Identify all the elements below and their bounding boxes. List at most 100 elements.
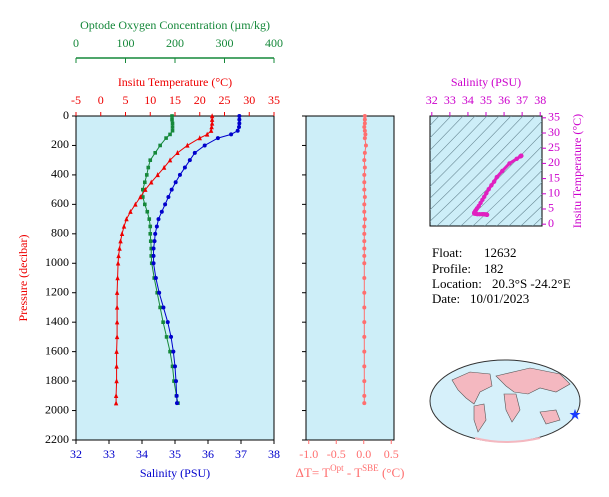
data-point <box>362 334 367 339</box>
y-tick-label: 2000 <box>45 402 69 416</box>
data-point <box>118 238 123 244</box>
world-map <box>429 359 581 443</box>
data-point <box>362 195 367 199</box>
x-axis-title-part: ΔT= T <box>296 465 331 480</box>
data-point <box>171 349 176 354</box>
data-point <box>143 186 148 192</box>
data-point <box>363 143 368 148</box>
x-tick-label: 36 <box>498 93 510 107</box>
density-contour <box>496 182 542 226</box>
data-point <box>237 125 242 130</box>
data-point <box>124 216 129 222</box>
info-value: 12632 <box>484 245 517 260</box>
data-point <box>158 305 162 310</box>
x-tick-label: 33 <box>444 93 456 107</box>
x-tick-label: 32 <box>70 447 82 461</box>
x-tick-label: 34 <box>136 447 148 461</box>
data-point <box>362 165 367 170</box>
data-point <box>154 224 159 229</box>
data-point <box>114 348 119 354</box>
x-tick-label: -1.0 <box>299 447 318 461</box>
data-point <box>362 121 367 126</box>
x-axis-title-part: Opt <box>330 463 344 473</box>
map-land <box>474 437 541 443</box>
data-point <box>155 172 160 178</box>
data-point <box>151 261 156 266</box>
x-tick-label: 5 <box>123 93 129 107</box>
ts-point <box>514 156 519 162</box>
series <box>151 114 242 406</box>
data-point <box>237 114 242 118</box>
info-value: 20.3°S -24.2°E <box>492 276 571 291</box>
x-axis-title: Salinity (PSU) <box>140 466 210 480</box>
data-point <box>362 320 367 325</box>
data-point <box>209 113 215 119</box>
info-label: Profile: <box>432 261 471 276</box>
data-point <box>143 180 147 185</box>
x-tick-label: 34 <box>462 93 474 107</box>
x-tick-label: 0.0 <box>356 447 371 461</box>
density-contour <box>430 116 488 175</box>
data-point <box>187 158 192 163</box>
map-land <box>495 367 571 395</box>
y-tick-label: 1800 <box>45 373 69 387</box>
info-value: 182 <box>484 261 504 276</box>
density-contour <box>484 170 542 226</box>
data-point <box>173 180 178 185</box>
density-contour <box>532 217 542 226</box>
y-tick-label: 30 <box>548 125 560 139</box>
data-point <box>165 320 170 325</box>
data-point <box>204 131 210 137</box>
data-point <box>362 349 367 354</box>
map-land <box>539 409 561 425</box>
y-tick-label: 5 <box>548 201 554 215</box>
y-axis-title: Pressure (decibar) <box>16 235 30 322</box>
map-land <box>473 403 487 433</box>
data-point <box>157 290 162 295</box>
density-contour <box>430 116 464 151</box>
data-point <box>237 121 242 126</box>
x-axis-title: Insitu Temperature (°C) <box>118 75 232 89</box>
x-axis: 0 100 200 300 400 Optode Oxygen Concentration… <box>73 18 283 63</box>
data-point <box>114 363 119 369</box>
data-point <box>170 364 175 369</box>
data-point <box>143 202 147 207</box>
density-contour <box>448 133 542 226</box>
series-line <box>115 116 213 404</box>
density-contour <box>508 193 542 226</box>
data-point <box>114 319 120 325</box>
y-tick-label: 1600 <box>45 343 69 357</box>
x-tick-label: 38 <box>534 93 546 107</box>
data-point <box>166 195 171 199</box>
data-point <box>362 393 367 398</box>
map-land <box>451 371 493 405</box>
density-contour <box>430 116 452 139</box>
data-point <box>197 135 202 141</box>
data-point <box>167 157 173 163</box>
x-tick-label: 0 <box>98 93 104 107</box>
ts-point <box>489 183 494 188</box>
data-point <box>169 334 174 339</box>
density-contours <box>430 116 542 226</box>
data-point <box>174 401 179 406</box>
data-point <box>208 127 214 133</box>
x-tick-label: 20 <box>194 93 206 107</box>
data-point <box>363 132 368 137</box>
data-point <box>117 245 122 251</box>
data-point <box>144 173 149 177</box>
data-point <box>174 393 179 398</box>
x-tick-label: 36 <box>202 447 214 461</box>
data-point <box>362 158 367 163</box>
data-point <box>182 165 187 170</box>
x-tick-label: 300 <box>216 36 234 50</box>
data-point <box>161 164 167 170</box>
ts-point <box>500 168 505 174</box>
ts-point <box>484 212 490 217</box>
data-point <box>119 231 125 237</box>
x-tick-label: 35 <box>268 93 280 107</box>
density-contour <box>430 116 512 199</box>
x-tick-label: 32 <box>426 93 438 107</box>
data-point <box>362 239 367 244</box>
data-point <box>114 334 120 340</box>
